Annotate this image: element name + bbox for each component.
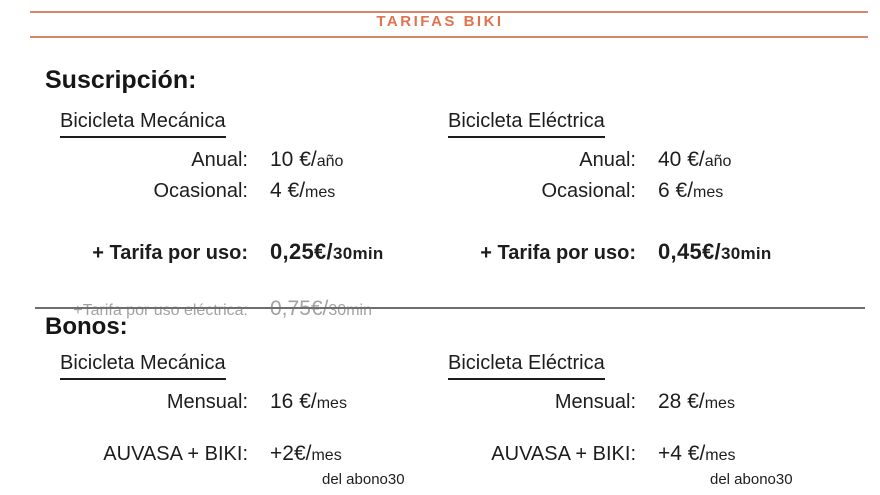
price-row-ocasional: Ocasional: 4 €/mes — [60, 176, 430, 207]
price: 16 €/ — [270, 390, 317, 413]
price-unit: mes — [704, 395, 735, 412]
row-label: Anual: — [191, 149, 248, 171]
subscription-columns: Bicicleta Mecánica Anual: 10 €/año Ocasi… — [60, 110, 832, 325]
price-row-mensual: Mensual: 16 €/mes — [60, 387, 430, 418]
price-unit: 30min — [720, 244, 772, 263]
column-title-text: Bicicleta Eléctrica — [448, 110, 605, 138]
row-value: 28 €/mes — [658, 387, 832, 418]
row-label: + Tarifa por uso: — [480, 242, 636, 264]
row-value: 6 €/mes — [658, 176, 832, 207]
price-unit: mes — [311, 447, 342, 464]
page-title: TARIFAS BIKI — [376, 13, 504, 30]
combo-note-row: del abono30 — [60, 470, 430, 490]
row-label: Ocasional: — [153, 180, 249, 202]
price: +2€/ — [270, 442, 312, 465]
combo-note: del abono30 — [710, 471, 793, 488]
price: 10 €/ — [270, 148, 317, 171]
column-title-mechanical: Bicicleta Mecánica — [60, 110, 430, 138]
price-unit: mes — [316, 395, 347, 412]
header-rule-bottom — [30, 36, 868, 38]
price-unit: año — [316, 153, 344, 170]
usage-fee-row: + Tarifa por uso: 0,25€/30min — [60, 237, 430, 268]
row-value: 40 €/año — [658, 145, 832, 176]
section-divider — [35, 307, 865, 309]
subscription-column-electric: Bicicleta Eléctrica Anual: 40 €/año Ocas… — [448, 110, 832, 325]
price-unit: mes — [305, 184, 336, 201]
combo-row-auvasa: AUVASA + BIKI: +4 €/mes — [448, 439, 832, 470]
combo-note-row: del abono30 — [448, 470, 832, 490]
price-row-anual: Anual: 10 €/año — [60, 145, 430, 176]
subscription-heading: Suscripción: — [45, 66, 197, 94]
column-title-mechanical: Bicicleta Mecánica — [60, 352, 430, 380]
row-label: Mensual: — [554, 391, 636, 413]
row-value: 0,45€/30min — [658, 237, 832, 268]
column-title-electric: Bicicleta Eléctrica — [448, 110, 832, 138]
row-label: +Tarifa por uso eléctrica: — [73, 302, 248, 319]
header-rule-top — [30, 11, 868, 13]
price: 0,45€/ — [658, 239, 721, 264]
row-value: 0,75€/30min — [270, 294, 430, 325]
usage-fee-row: + Tarifa por uso: 0,45€/30min — [448, 237, 832, 268]
combo-row-auvasa: AUVASA + BIKI: +2€/mes — [60, 439, 430, 470]
price: 4 €/ — [270, 179, 306, 202]
price-unit: año — [704, 153, 732, 170]
combo-note: del abono30 — [322, 471, 405, 488]
bonos-column-mechanical: Bicicleta Mecánica Mensual: 16 €/mes AUV… — [60, 352, 430, 490]
column-title-text: Bicicleta Mecánica — [60, 110, 226, 138]
bonos-heading: Bonos: — [45, 313, 128, 340]
price: 0,25€/ — [270, 239, 333, 264]
row-value: 10 €/año — [270, 145, 430, 176]
column-title-electric: Bicicleta Eléctrica — [448, 352, 832, 380]
row-label: + Tarifa por uso: — [92, 242, 248, 264]
price: 28 €/ — [658, 390, 705, 413]
price: 40 €/ — [658, 148, 705, 171]
row-label: Ocasional: — [541, 180, 637, 202]
price-unit: 30min — [328, 302, 372, 319]
price: 6 €/ — [658, 179, 694, 202]
price-unit: mes — [705, 447, 736, 464]
row-value: +4 €/mes — [658, 439, 832, 470]
row-label: Anual: — [579, 149, 636, 171]
row-value: 16 €/mes — [270, 387, 430, 418]
price-unit: 30min — [332, 244, 384, 263]
row-label: Mensual: — [166, 391, 248, 413]
row-label: AUVASA + BIKI: — [103, 443, 248, 465]
row-value: +2€/mes — [270, 439, 430, 470]
bonos-columns: Bicicleta Mecánica Mensual: 16 €/mes AUV… — [60, 352, 832, 490]
subscription-column-mechanical: Bicicleta Mecánica Anual: 10 €/año Ocasi… — [60, 110, 430, 325]
row-value: 4 €/mes — [270, 176, 430, 207]
bonos-column-electric: Bicicleta Eléctrica Mensual: 28 €/mes AU… — [448, 352, 832, 490]
price-row-mensual: Mensual: 28 €/mes — [448, 387, 832, 418]
price-unit: mes — [693, 184, 724, 201]
price-row-ocasional: Ocasional: 6 €/mes — [448, 176, 832, 207]
column-title-text: Bicicleta Mecánica — [60, 352, 226, 380]
row-label: AUVASA + BIKI: — [491, 443, 636, 465]
column-title-text: Bicicleta Eléctrica — [448, 352, 605, 380]
price-row-anual: Anual: 40 €/año — [448, 145, 832, 176]
price: +4 €/ — [658, 442, 706, 465]
row-value: 0,25€/30min — [270, 237, 430, 268]
